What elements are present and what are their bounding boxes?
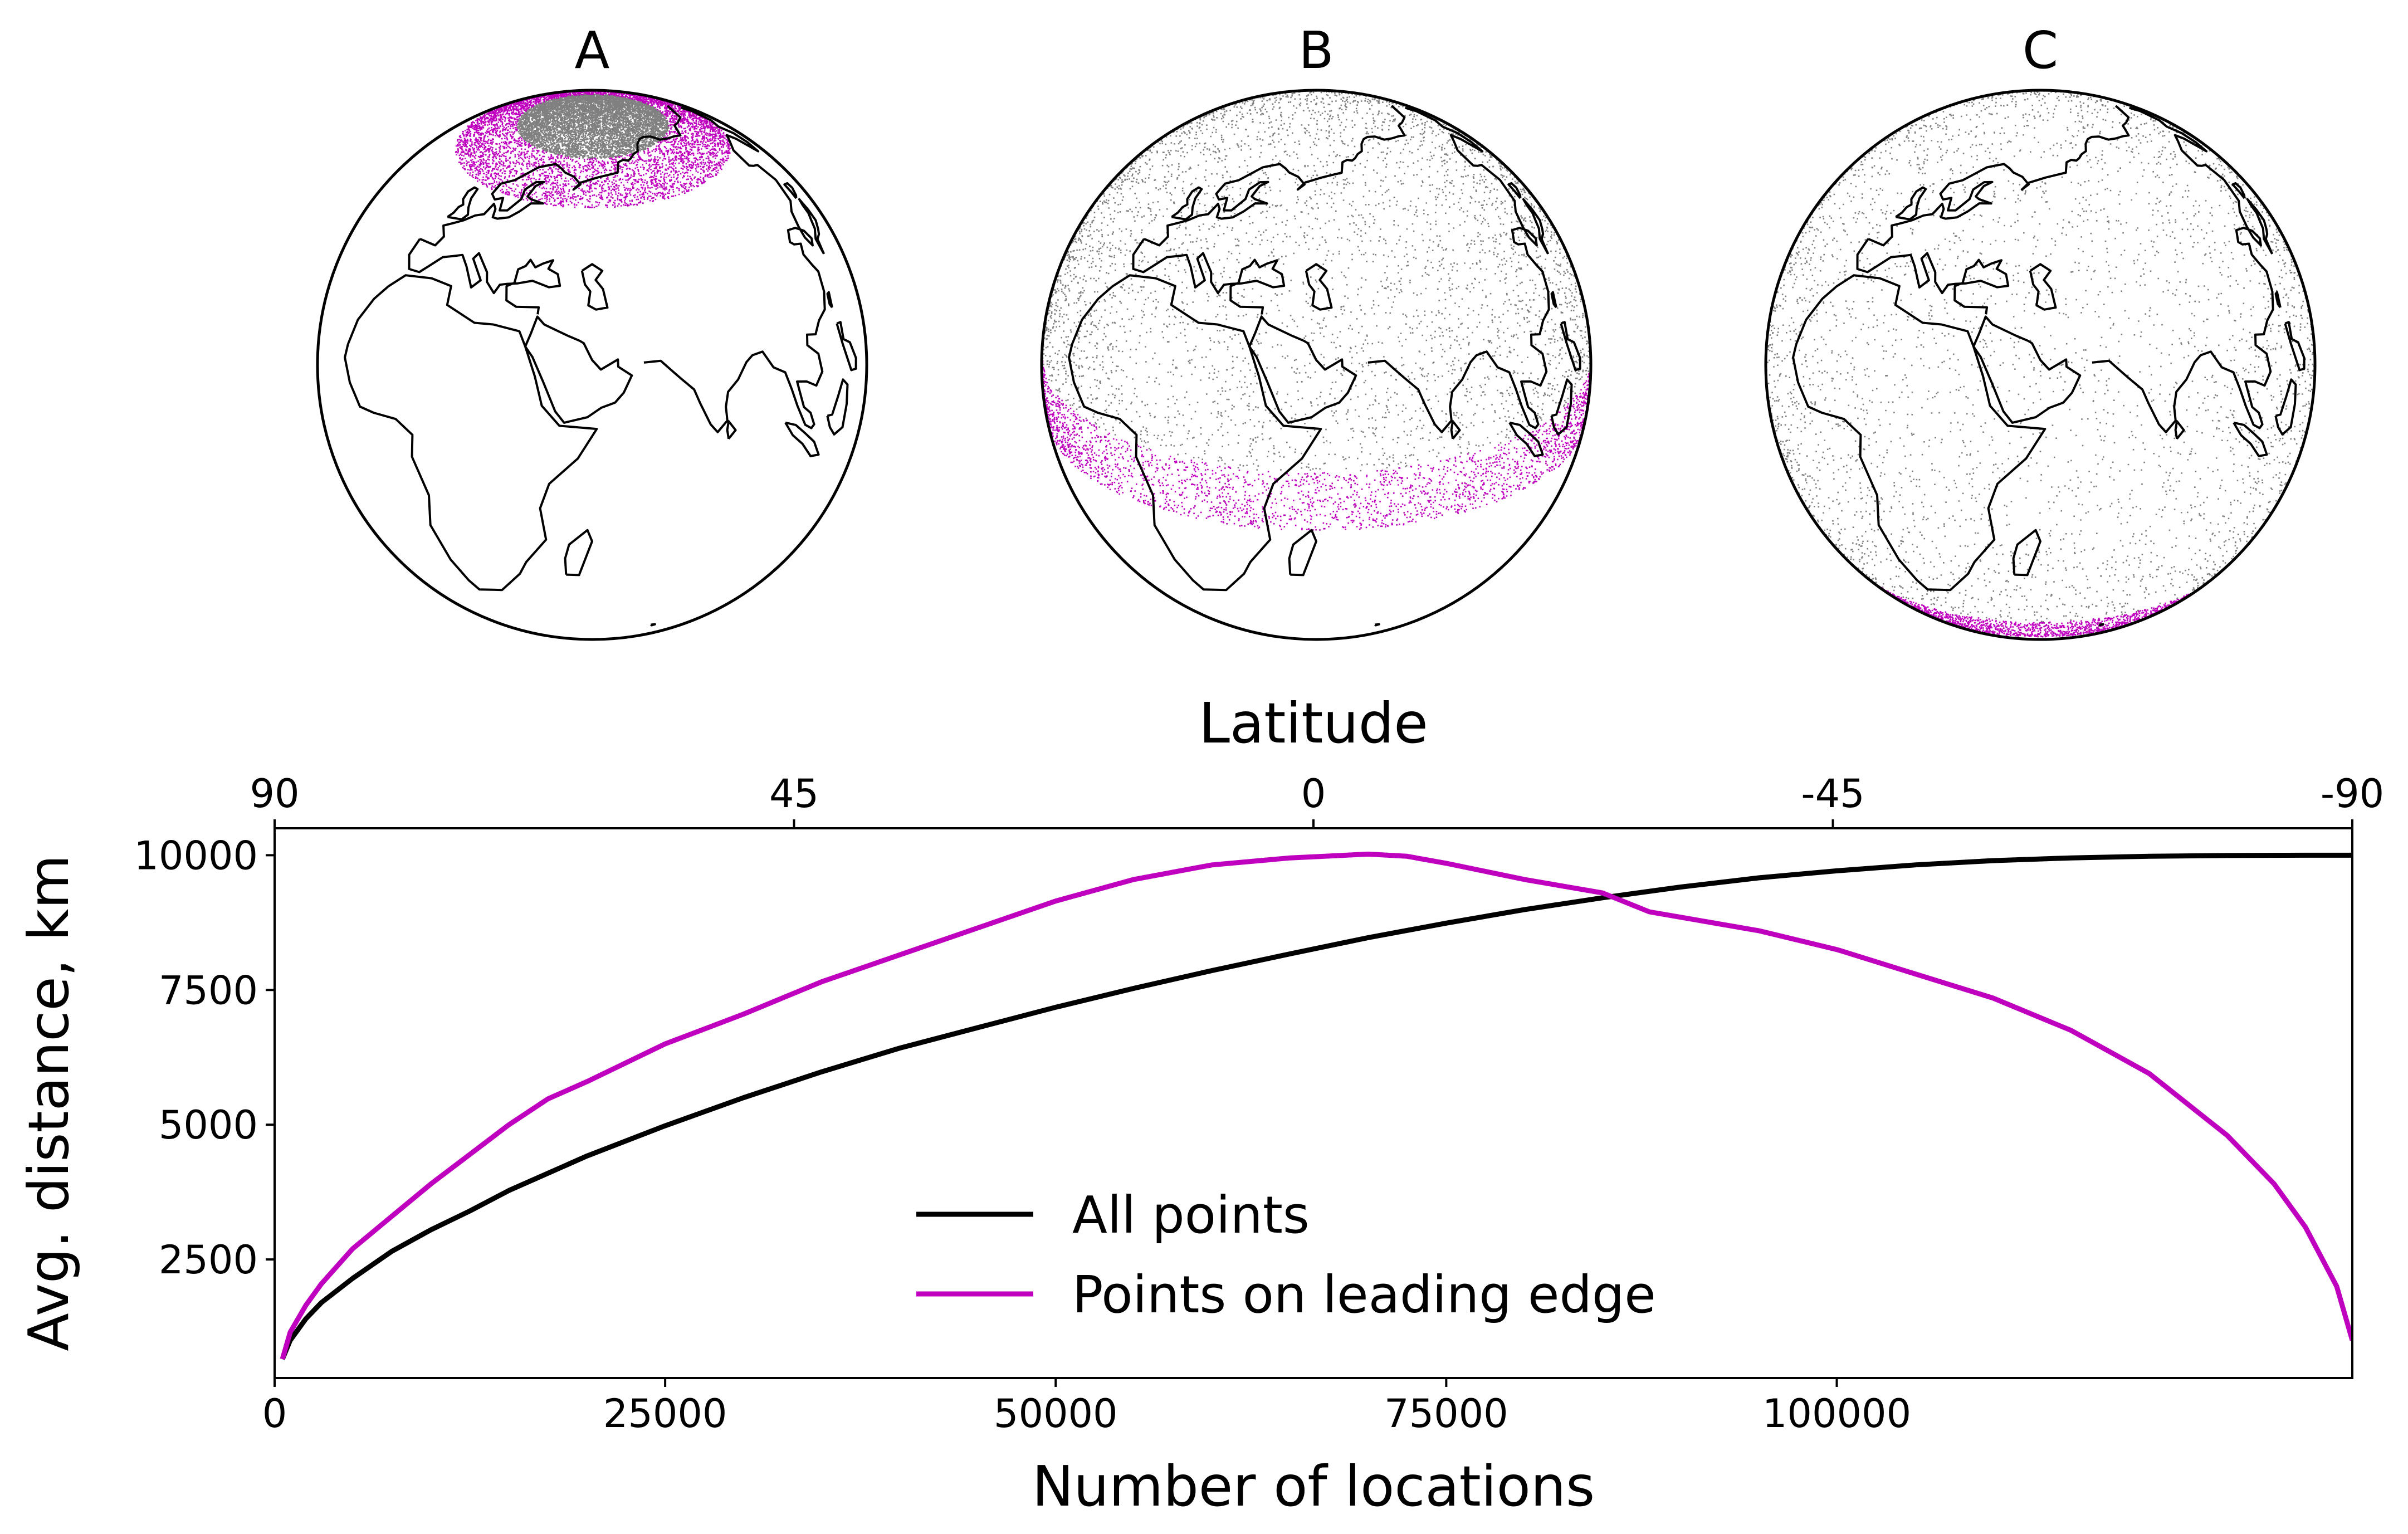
filled-points-c bbox=[1766, 90, 2315, 623]
top-axis-ticks: 90 45 0 -45 -90 bbox=[250, 771, 2384, 828]
top-tick-label: 0 bbox=[1301, 771, 1326, 817]
filled-points-a bbox=[516, 94, 670, 159]
filled-points-b bbox=[1042, 90, 1591, 472]
x-tick-label: 25000 bbox=[603, 1391, 727, 1437]
coastlines-c bbox=[1792, 105, 2306, 627]
y-axis-ticks: 2500 5000 7500 10000 bbox=[134, 833, 275, 1283]
panel-title-c: C bbox=[2023, 21, 2058, 80]
line-chart: Latitude 90 45 0 -45 -90 0 25000 50000 75000 100… bbox=[16, 691, 2384, 1519]
coastlines-a bbox=[344, 105, 857, 627]
globe-outline-b bbox=[1040, 89, 1593, 641]
globe-a bbox=[344, 90, 857, 627]
scatter-points bbox=[516, 94, 670, 159]
leading-edge-band-c bbox=[1866, 577, 2214, 638]
top-tick-label: 45 bbox=[769, 771, 819, 817]
globe-panel-a: A bbox=[316, 21, 868, 641]
panel-title-a: A bbox=[575, 21, 610, 80]
x-tick-label: 75000 bbox=[1384, 1391, 1508, 1437]
y-tick-label: 2500 bbox=[159, 1237, 258, 1283]
plot-frame bbox=[273, 827, 2353, 1379]
series-line-leading-edge bbox=[280, 851, 2352, 1360]
x-axis-title: Number of locations bbox=[1032, 1454, 1595, 1519]
series-lines bbox=[280, 851, 2352, 1360]
leading-edge-band-b bbox=[1042, 359, 1591, 531]
globe-outline-a bbox=[316, 89, 868, 641]
y-tick-label: 5000 bbox=[159, 1102, 258, 1148]
x-tick-label: 50000 bbox=[994, 1391, 1118, 1437]
x-tick-label: 0 bbox=[262, 1391, 287, 1437]
scatter-points bbox=[1866, 577, 2214, 638]
legend-label-leading-edge: Points on leading edge bbox=[1072, 1265, 1656, 1325]
series-line-all-points bbox=[280, 852, 2352, 1360]
globe-panel-c: C bbox=[1764, 21, 2317, 641]
x-tick-label: 100000 bbox=[1762, 1391, 1911, 1437]
legend: All points Points on leading edge bbox=[916, 1185, 1656, 1325]
coastline-path bbox=[1792, 105, 2306, 627]
top-tick-label: -90 bbox=[2321, 771, 2384, 817]
scatter-points bbox=[1042, 359, 1591, 531]
y-tick-label: 7500 bbox=[159, 968, 258, 1013]
globe-b bbox=[1042, 90, 1591, 627]
legend-label-all-points: All points bbox=[1072, 1185, 1310, 1245]
globe-panel-b: B bbox=[1040, 21, 1593, 641]
scatter-points bbox=[1766, 90, 2315, 623]
panel-title-b: B bbox=[1298, 21, 1334, 80]
top-tick-label: -45 bbox=[1801, 771, 1864, 817]
top-axis-title: Latitude bbox=[1199, 691, 1428, 756]
x-axis-ticks: 0 25000 50000 75000 100000 bbox=[262, 1378, 1911, 1437]
coastline-path bbox=[344, 105, 857, 627]
y-axis-title: Avg. distance, km bbox=[16, 854, 81, 1351]
top-tick-label: 90 bbox=[250, 771, 299, 817]
coastline-path bbox=[1068, 105, 1581, 627]
globe-c bbox=[1766, 90, 2315, 638]
globe-outline-c bbox=[1764, 89, 2317, 641]
coastlines-b bbox=[1068, 105, 1581, 627]
y-tick-label: 10000 bbox=[134, 833, 258, 878]
scatter-points bbox=[1042, 90, 1591, 472]
